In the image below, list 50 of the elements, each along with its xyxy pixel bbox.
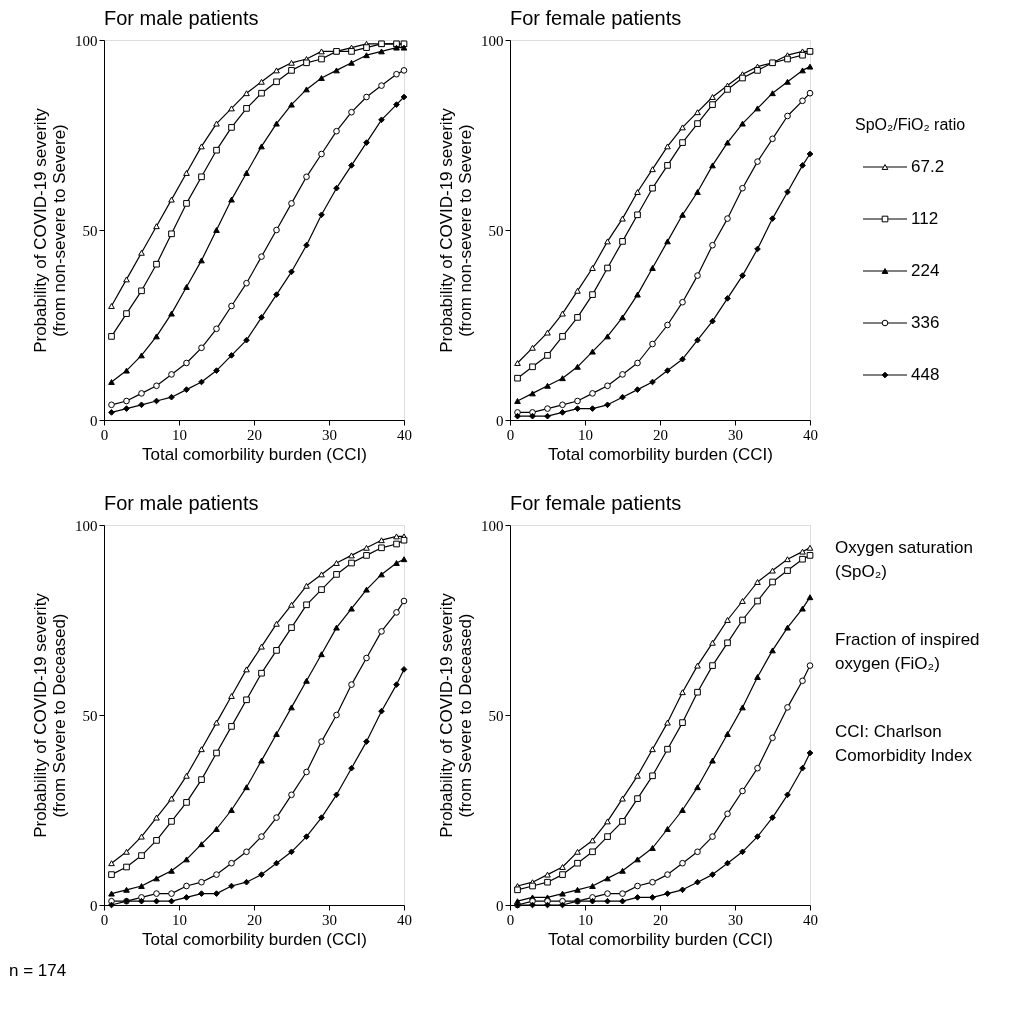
legend-title: SpO₂/FiO₂ ratio — [855, 116, 966, 133]
x-axis-title: Total comorbility burden (CCI) — [142, 929, 367, 949]
x-tick-label: 40 — [803, 911, 818, 928]
chart-title: For male patients — [104, 7, 259, 29]
x-tick-label: 20 — [653, 911, 668, 928]
chart-title: For female patients — [510, 492, 682, 514]
x-tick-label: 20 — [247, 426, 262, 443]
x-tick-label: 10 — [172, 426, 187, 443]
x-tick-label: 30 — [322, 911, 337, 928]
y-axis-title: Probability of COVID-19 severity (from non-severe to Severe) — [437, 107, 475, 353]
x-tick-label: 30 — [728, 911, 743, 928]
y-tick-label: 50 — [488, 707, 504, 724]
x-tick-label: 40 — [397, 911, 412, 928]
y-tick-label: 100 — [481, 32, 504, 49]
x-tick-label: 30 — [728, 426, 743, 443]
x-tick-label: 40 — [803, 426, 818, 443]
y-tick-label: 50 — [488, 222, 504, 239]
chart-title: For male patients — [104, 492, 259, 514]
y-axis-title: Probability of COVID-19 severity (from non-severe to Severe) — [31, 107, 69, 353]
y-tick-label: 50 — [82, 707, 98, 724]
x-tick-label: 20 — [247, 911, 262, 928]
x-tick-label: 10 — [578, 426, 593, 443]
text: Fraction of inspired oxygen (FiO₂) — [835, 630, 980, 673]
x-axis-title: Total comorbility burden (CCI) — [142, 444, 367, 464]
legend-label: 67.2 — [911, 157, 945, 176]
text: CCI: Charlson Comorbidity Index — [835, 722, 973, 765]
y-tick-label: 0 — [496, 897, 504, 914]
y-tick-label: 100 — [75, 517, 98, 534]
y-tick-label: 0 — [90, 897, 98, 914]
legend-label: 224 — [911, 261, 940, 280]
text: Oxygen saturation (SpO₂) — [835, 538, 973, 581]
y-axis-title: Probability of COVID-19 severity (from Severe to Deceased) — [437, 592, 475, 838]
x-tick-label: 30 — [322, 426, 337, 443]
x-axis-title: Total comorbility burden (CCI) — [548, 444, 773, 464]
legend-label: 336 — [911, 313, 940, 332]
y-tick-label: 0 — [90, 412, 98, 429]
legend-label: 112 — [911, 209, 939, 228]
x-tick-label: 10 — [578, 911, 593, 928]
y-tick-label: 100 — [481, 517, 504, 534]
x-tick-label: 40 — [397, 426, 412, 443]
y-tick-label: 0 — [496, 412, 504, 429]
y-axis-title: Probability of COVID-19 severity (from Severe to Deceased) — [31, 592, 69, 838]
y-tick-label: 50 — [82, 222, 98, 239]
chart-title: For female patients — [510, 7, 682, 29]
text: n = 174 — [9, 961, 67, 980]
legend-label: 448 — [911, 365, 940, 384]
x-tick-label: 20 — [653, 426, 668, 443]
x-tick-label: 10 — [172, 911, 187, 928]
y-tick-label: 100 — [75, 32, 98, 49]
x-axis-title: Total comorbility burden (CCI) — [548, 929, 773, 949]
